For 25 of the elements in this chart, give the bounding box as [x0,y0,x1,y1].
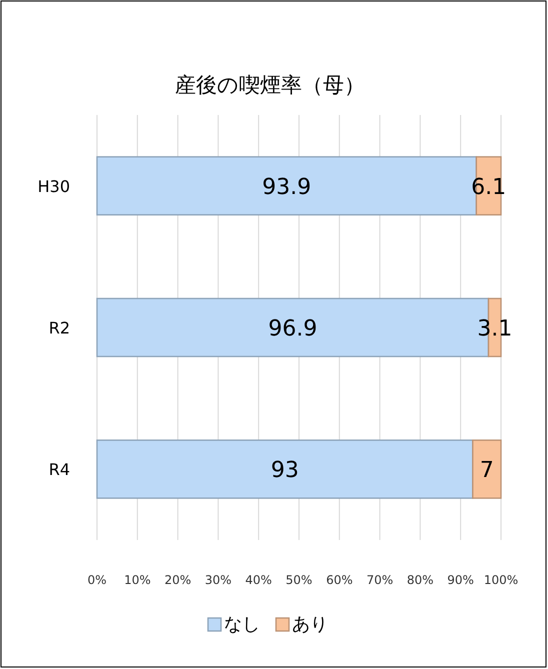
x-tick-label: 100% [484,573,518,587]
bar [96,440,474,499]
x-tick-label: 70% [366,573,394,587]
x-tick-label: 10% [124,573,151,587]
x-tick-label: 50% [286,573,312,587]
data-label: 96.9 [268,316,318,342]
x-tick-label: 60% [326,573,353,587]
data-label: 93 [270,458,299,484]
x-tick-label: 40% [245,573,272,587]
y-tick-label: R2 [48,318,70,338]
x-tick-label: 30% [204,573,232,587]
legend-label: あり [292,614,328,635]
data-label: 3.1 [477,316,512,342]
data-label: 6.1 [471,174,506,200]
x-tick-label: 90% [447,573,474,587]
data-label: 93.9 [262,174,312,200]
chart-title: 産後の喫煙率（母） [175,73,365,97]
x-tick-label: 80% [406,573,434,587]
x-tick-label: 20% [164,573,192,587]
legend-label: なし [224,614,260,635]
y-tick-label: H30 [38,176,70,196]
bar [472,440,502,499]
data-label: 7 [480,458,494,484]
x-tick-label: 0% [87,573,107,587]
y-tick-label: R4 [48,460,70,480]
